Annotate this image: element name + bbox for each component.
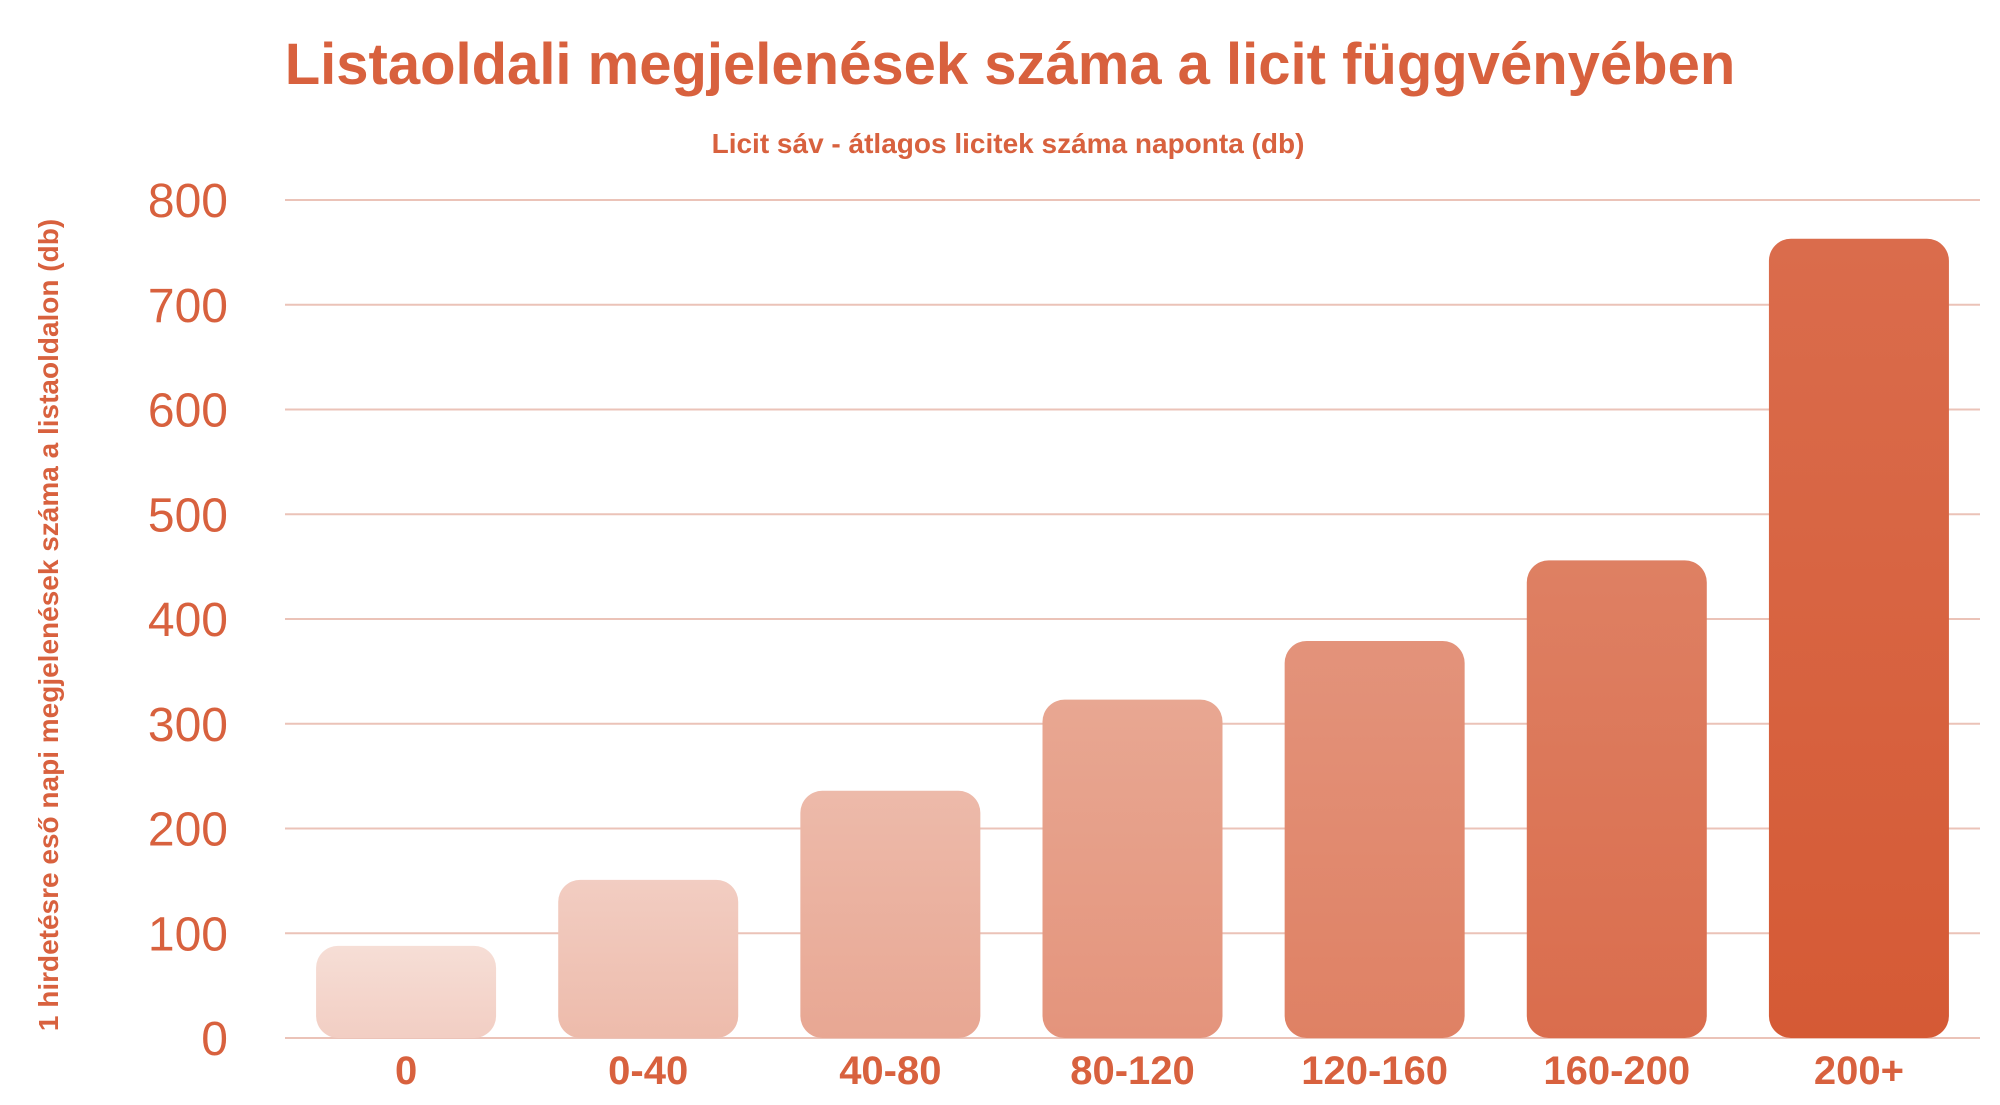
y-tick-label: 500: [148, 489, 228, 542]
y-axis-label: 1 hirdetésre eső napi megjelenések száma…: [33, 219, 64, 1031]
chart-title: Listaoldali megjelenések száma a licit f…: [285, 32, 1736, 97]
x-tick-label: 160-200: [1543, 1049, 1690, 1093]
y-tick-label: 200: [148, 804, 228, 857]
x-axis-label: Licit sáv - átlagos licitek száma napont…: [712, 128, 1305, 159]
y-tick-label: 100: [148, 908, 228, 961]
bar-80-120: [1042, 699, 1223, 1038]
x-tick-label: 0: [395, 1049, 417, 1093]
bar-200+: [1768, 238, 1949, 1038]
y-tick-label: 800: [148, 175, 228, 228]
x-tick-label: 80-120: [1070, 1049, 1195, 1093]
y-tick-label: 400: [148, 594, 228, 647]
bar-40-80: [800, 790, 981, 1038]
y-tick-label: 700: [148, 280, 228, 333]
x-tick-label: 40-80: [839, 1049, 941, 1093]
bars: [316, 238, 1949, 1038]
y-axis-ticks: 0 100 200 300 400 500 600 700 800: [148, 175, 228, 1066]
x-tick-label: 0-40: [608, 1049, 688, 1093]
x-tick-label: 120-160: [1301, 1049, 1448, 1093]
x-tick-label: 200+: [1814, 1049, 1904, 1093]
y-tick-label: 600: [148, 385, 228, 438]
bar-160-200: [1526, 560, 1707, 1038]
x-axis-ticks: 0 0-40 40-80 80-120 120-160 160-200 200+: [395, 1049, 1904, 1093]
y-tick-label: 0: [201, 1013, 228, 1066]
bar-120-160: [1284, 640, 1465, 1038]
bar-0-40: [558, 879, 739, 1038]
bar-0: [316, 945, 497, 1038]
y-tick-label: 300: [148, 699, 228, 752]
